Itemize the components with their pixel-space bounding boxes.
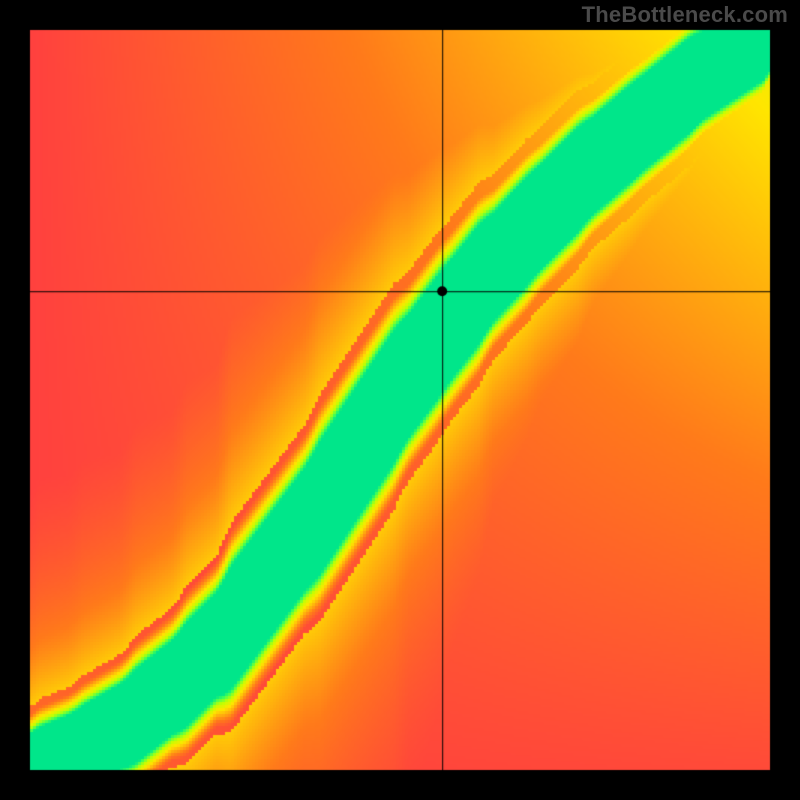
bottleneck-heatmap — [0, 0, 800, 800]
chart-container: { "watermark": { "text": "TheBottleneck.… — [0, 0, 800, 800]
watermark-text: TheBottleneck.com — [582, 2, 788, 28]
